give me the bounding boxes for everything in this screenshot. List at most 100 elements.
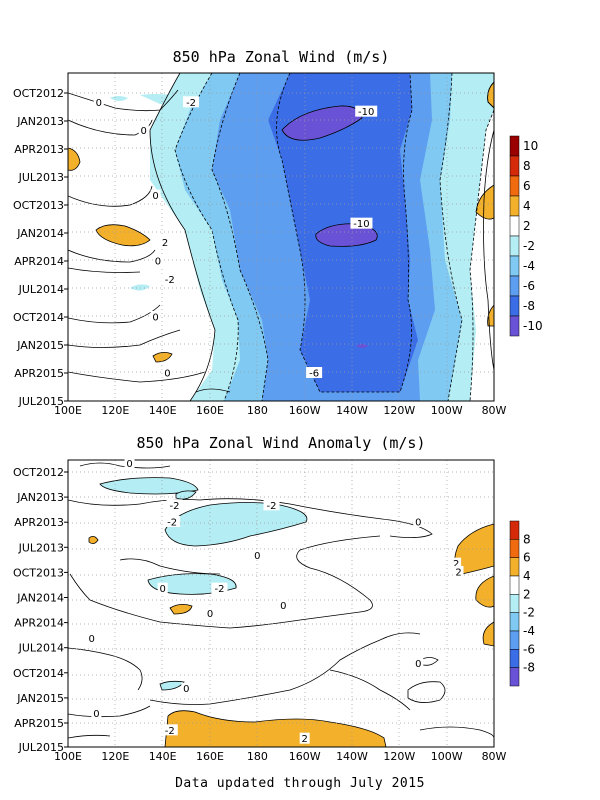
contour-label-bg — [355, 105, 378, 117]
colorbar-label: -4 — [523, 259, 535, 273]
contour-label: 0 — [415, 518, 421, 529]
contour-label: -2 — [170, 501, 180, 512]
panel2-colorbar: 8 6 4 2 -2 -4 -6 -8 — [509, 520, 535, 687]
x-tick-label: 100W — [431, 750, 463, 763]
contour-label: -2 — [167, 518, 177, 529]
colorbar-swatch — [509, 315, 520, 337]
contour-label-bg — [91, 707, 102, 719]
colorbar-swatch — [509, 594, 520, 613]
y-tick-label: OCT2012 — [13, 87, 64, 100]
contour-label: 0 — [183, 684, 189, 695]
panel1-frame — [67, 72, 495, 402]
contour-label: -2 — [165, 726, 175, 737]
data-updated-footer: Data updated through July 2015 — [175, 776, 425, 791]
contour-label-bg — [413, 516, 424, 527]
contour-label-bg — [138, 124, 149, 136]
panel1-y-axis: OCT2012 JAN2013 APR2013 JUL2013 OCT2013 JAN20… — [13, 87, 68, 408]
colorbar-label: -6 — [523, 642, 535, 656]
colorbar-swatch — [509, 649, 520, 668]
contour-label-bg — [205, 607, 215, 619]
contour-label-bg — [278, 599, 289, 611]
colorbar-label: 10 — [523, 139, 538, 153]
x-tick-label: 140W — [336, 404, 368, 417]
anom-neg-1 — [99, 477, 199, 495]
contour-label-bg — [161, 273, 178, 285]
y-tick-label: OCT2013 — [13, 566, 64, 579]
y-tick-label: JUL2014 — [18, 642, 64, 655]
x-tick-label: 80W — [482, 404, 507, 417]
y-tick-label: APR2015 — [14, 717, 64, 730]
contour-label: 2 — [301, 734, 307, 745]
colorbar-swatch — [509, 195, 520, 217]
y-tick-label: APR2013 — [14, 143, 64, 156]
y-tick-label: OCT2013 — [13, 199, 64, 212]
contour-label: -10 — [358, 107, 374, 118]
core-purple-2 — [315, 223, 378, 247]
colorbar-label: 2 — [523, 219, 531, 233]
y-tick-label: JUL2014 — [18, 283, 64, 296]
y-tick-label: JUL2015 — [18, 395, 64, 408]
contour-label: 0 — [141, 126, 147, 137]
x-tick-label: 100E — [54, 404, 82, 417]
x-tick-label: 140W — [336, 750, 368, 763]
colorbar-label: -6 — [523, 279, 535, 293]
contour-label: 0 — [93, 709, 99, 720]
pos-area-edge1 — [68, 147, 81, 171]
colorbar-label: 4 — [523, 569, 531, 583]
contour-label-bg — [181, 682, 192, 694]
contour-label: 2 — [453, 559, 459, 570]
contour-label-bg — [211, 582, 228, 594]
contour-label-bg — [453, 566, 464, 577]
contour-label-bg — [152, 255, 163, 266]
y-tick-label: JUL2015 — [18, 741, 64, 754]
colorbar-swatch — [509, 215, 520, 237]
colorbar-label: -2 — [523, 606, 535, 620]
y-tick-label: JAN2015 — [16, 692, 64, 705]
core-purple-1 — [281, 105, 363, 141]
anom-neg-5 — [159, 680, 185, 691]
y-tick-label: APR2014 — [14, 255, 64, 268]
contour-label-bg — [451, 557, 462, 569]
x-tick-label: 120E — [101, 404, 129, 417]
x-tick-label: 160E — [196, 750, 224, 763]
neg-patch-2 — [130, 284, 150, 291]
y-tick-label: JAN2013 — [16, 115, 64, 128]
panel2-contours — [68, 462, 494, 739]
x-tick-label: 120W — [383, 750, 415, 763]
colorbar-swatch — [509, 275, 520, 297]
panel1-colorbar: 10 8 6 4 2 -2 -4 -6 -8 -10 — [509, 135, 543, 337]
contour-label-bg — [166, 499, 183, 511]
contour-label: 0 — [126, 459, 132, 470]
contour-label-bg — [150, 189, 161, 201]
colorbar-label: -2 — [523, 239, 535, 253]
x-tick-label: 120W — [383, 404, 415, 417]
colorbar-label: -10 — [523, 319, 543, 333]
contour-label-bg — [164, 516, 181, 527]
panel2-x-axis: 100E 120E 140E 160E 180 160W 140W 120W 100W 80W — [54, 750, 507, 763]
contour-label: 2 — [162, 238, 168, 249]
contour-label: -2 — [165, 275, 175, 286]
panel1-contours — [68, 73, 494, 401]
x-tick-label: 120E — [101, 750, 129, 763]
panel2-contour-labels: 0 -2 -2 -2 0 0 2 0 -2 0 2 0 0 0 0 0 -2 2 — [86, 457, 464, 745]
colorbar-label: 8 — [523, 532, 531, 546]
y-tick-label: APR2015 — [14, 367, 64, 380]
colorbar-label: -4 — [523, 624, 535, 638]
contour-label: 0 — [152, 191, 158, 202]
y-tick-label: APR2013 — [14, 516, 64, 529]
contour-label: 2 — [455, 568, 461, 579]
contour-label-bg — [93, 96, 104, 108]
anom-pos-south — [164, 710, 387, 747]
y-tick-label: JAN2015 — [16, 339, 64, 352]
panel1-title: 850 hPa Zonal Wind (m/s) — [173, 48, 390, 66]
contour-label: 0 — [254, 551, 260, 562]
colorbar-label: -8 — [523, 661, 535, 675]
colorbar-swatch — [509, 575, 520, 595]
contour-label: 0 — [207, 609, 213, 620]
panel1-x-axis: 100E 120E 140E 160E 180 160W 140W 120W 100W 80W — [54, 404, 507, 417]
y-tick-label: APR2014 — [14, 617, 64, 630]
contour-label: 0 — [88, 634, 94, 645]
contour-label: 0 — [164, 369, 170, 380]
